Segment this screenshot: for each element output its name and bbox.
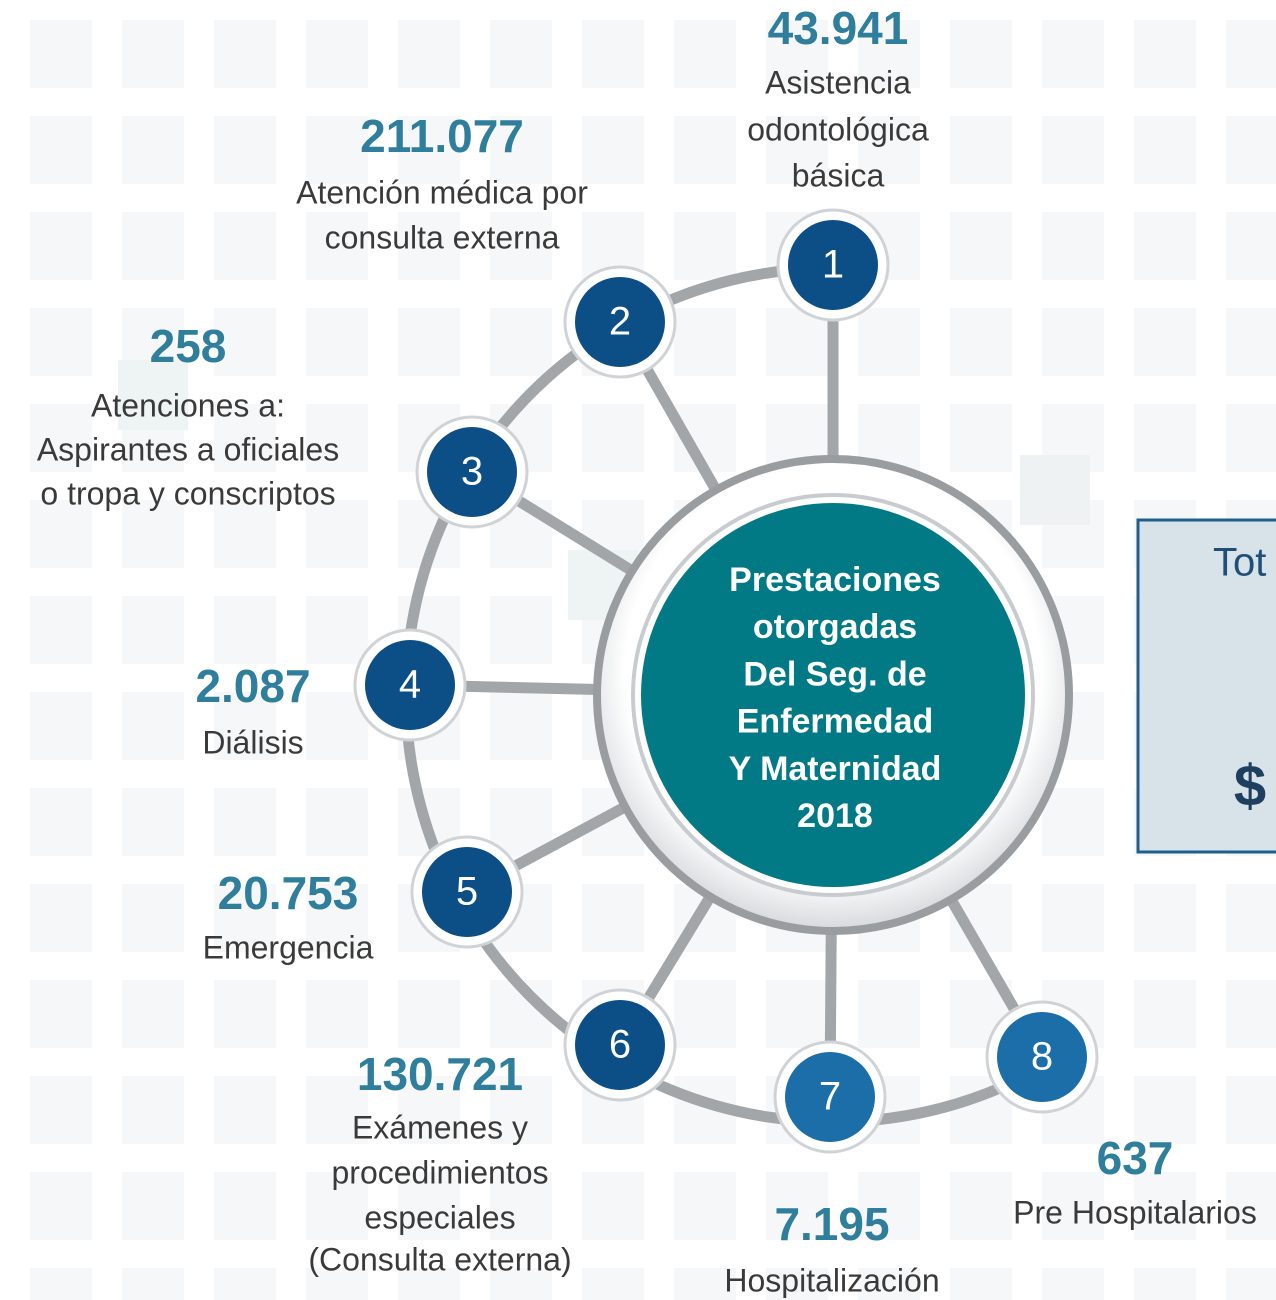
node-number: 2 [609, 300, 631, 344]
node-number: 6 [609, 1023, 631, 1067]
node-label: básica [792, 157, 885, 193]
node-value: 211.077 [360, 110, 524, 162]
node-value: 7.195 [774, 1198, 889, 1250]
center-line: Y Maternidad [729, 750, 942, 788]
deco-square [118, 360, 188, 430]
center-line: Enfermedad [737, 703, 934, 741]
node-value: 2.087 [195, 660, 310, 712]
node [575, 1000, 665, 1090]
node-label: o tropa y conscriptos [40, 475, 335, 511]
node [365, 640, 455, 730]
node-number: 3 [461, 450, 483, 494]
node-label: Pre Hospitalarios [1013, 1194, 1257, 1230]
node-value: 43.941 [768, 2, 909, 54]
node-label: Emergencia [203, 929, 374, 965]
node-value: 258 [150, 320, 227, 372]
node-label: consulta externa [325, 219, 560, 255]
side-panel-amount: $ [1234, 753, 1266, 818]
node-label: procedimientos [332, 1154, 549, 1190]
node-value: 130.721 [357, 1048, 523, 1100]
side-panel [1136, 518, 1276, 854]
node-label: Diálisis [202, 724, 303, 760]
node-label: Aspirantes a oficiales [37, 431, 339, 467]
node-number: 1 [822, 243, 844, 287]
node-number: 5 [456, 870, 478, 914]
node-label: Asistencia [765, 64, 911, 100]
center-line: Prestaciones [729, 561, 941, 599]
node [997, 1012, 1087, 1102]
node-label: odontológica [747, 111, 929, 147]
node-number: 7 [819, 1075, 841, 1119]
deco-square [1020, 455, 1090, 525]
node-label: Hospitalización [724, 1262, 939, 1298]
center-circle [641, 503, 1025, 887]
node-label: (Consulta externa) [308, 1241, 571, 1277]
node-label: Atenciones a: [91, 387, 285, 423]
center-line: otorgadas [753, 608, 917, 646]
node-label: especiales [364, 1199, 515, 1235]
node-value: 20.753 [218, 867, 359, 919]
nodes: 1 43.941 Asistencia odontológica básica 2 211.… [37, 2, 1257, 1298]
node [427, 427, 517, 517]
node-number: 4 [399, 663, 421, 707]
node [575, 277, 665, 367]
node-label: Exámenes y [352, 1109, 528, 1145]
node [788, 220, 878, 310]
node-value: 637 [1097, 1132, 1174, 1184]
node-label: Atención médica por [296, 174, 588, 210]
side-panel-title: Tot [1213, 541, 1266, 585]
center-line: 2018 [797, 797, 873, 835]
node-number: 8 [1031, 1035, 1053, 1079]
center-line: Del Seg. de [743, 655, 926, 693]
center-text: Prestaciones otorgadas Del Seg. de Enfermed… [729, 561, 942, 835]
node [422, 847, 512, 937]
node [785, 1052, 875, 1142]
